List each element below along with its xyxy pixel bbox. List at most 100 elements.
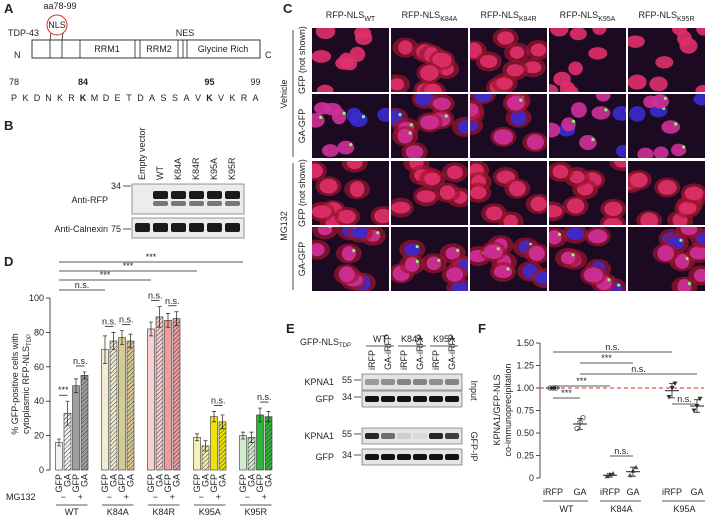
nucleus — [493, 265, 513, 279]
error-bar — [166, 313, 170, 328]
micrograph — [628, 227, 705, 291]
error-bar — [550, 386, 556, 390]
micrograph — [549, 94, 626, 158]
treatment-sign: + — [216, 492, 221, 502]
residue: K — [22, 93, 28, 103]
bar-label: GFP — [209, 474, 219, 493]
ga-aggregate — [519, 98, 523, 102]
nucleus — [424, 83, 442, 92]
residue: D — [137, 93, 144, 103]
residue: V — [218, 93, 224, 103]
residue-number: 95 — [204, 77, 214, 87]
micrograph — [470, 161, 547, 225]
ga-aggregate — [663, 96, 667, 100]
header-base: RFP-NLS — [638, 10, 677, 20]
treatment-sign: + — [262, 492, 267, 502]
comparison-label: *** — [100, 270, 111, 280]
lane-label: WT — [155, 166, 165, 180]
nucleus — [426, 256, 442, 271]
band — [189, 201, 204, 206]
comparison-label: n.s. — [631, 364, 646, 374]
bar — [193, 437, 201, 471]
nucleus — [338, 266, 355, 283]
band — [365, 454, 379, 460]
panel-letter: F — [478, 321, 486, 336]
nucleus — [377, 107, 389, 122]
residue-number: 84 — [78, 77, 88, 87]
band — [135, 223, 150, 232]
y-tick-label: 100 — [29, 293, 44, 303]
group-label: WT — [560, 504, 574, 514]
error-bar — [65, 400, 70, 426]
residue-number: 99 — [250, 77, 260, 87]
error-bar — [577, 418, 583, 430]
micrograph — [312, 161, 389, 225]
micrograph — [312, 227, 389, 291]
mw-marker: 34 — [342, 450, 352, 460]
header-base: RFP-NLS — [402, 10, 441, 20]
micrograph — [391, 227, 468, 291]
nucleus — [349, 46, 366, 62]
nucleus — [391, 201, 411, 214]
header-sub: K84R — [519, 16, 537, 23]
lane-label: GA-iRFP — [415, 334, 425, 370]
nucleus — [564, 85, 579, 92]
error-bar — [258, 407, 262, 423]
nucleus — [312, 243, 325, 257]
residue: S — [172, 93, 178, 103]
band — [445, 379, 459, 385]
nucleus — [432, 97, 451, 111]
comparison-label: *** — [601, 353, 612, 363]
nucleus — [317, 227, 333, 236]
comparison-label: n.s. — [119, 315, 134, 325]
band — [189, 223, 204, 232]
comparison-label: *** — [146, 252, 157, 262]
column-header: RFP-NLSWT — [326, 10, 376, 23]
error-bar — [203, 440, 208, 452]
x-tick-label: WT — [65, 507, 79, 517]
group-label: K84A — [401, 334, 423, 344]
comparison-label: *** — [576, 376, 587, 386]
bar-label: GFP — [71, 474, 81, 493]
band — [153, 191, 168, 199]
nucleus — [419, 65, 439, 81]
mw-marker: 34 — [342, 392, 352, 402]
error-bar — [149, 321, 153, 337]
error-bar — [111, 332, 116, 350]
nucleus — [530, 196, 547, 212]
bar-label: GA — [109, 474, 119, 487]
band — [397, 379, 411, 385]
band — [429, 396, 443, 402]
nucleus — [312, 205, 332, 219]
nucleus — [603, 217, 623, 225]
nucleus — [583, 267, 604, 283]
residue: T — [126, 93, 132, 103]
micrograph — [628, 94, 705, 158]
nucleus — [470, 42, 482, 59]
bar — [147, 328, 155, 471]
nucleus — [549, 230, 562, 245]
micrograph — [549, 28, 626, 92]
blot — [361, 427, 463, 445]
motif-label: NLS — [48, 20, 66, 30]
nucleus — [561, 117, 576, 132]
ga-aggregate — [617, 283, 621, 287]
y-tick-label: 1.00 — [516, 383, 534, 393]
nucleus — [680, 227, 698, 236]
band — [225, 191, 240, 199]
nucleus — [319, 178, 338, 194]
bar-label: GA — [201, 474, 211, 487]
y-tick-label: 40 — [34, 396, 44, 406]
panel-letter: B — [4, 118, 13, 133]
comparison-label: n.s. — [148, 291, 163, 301]
band — [171, 201, 186, 206]
ga-aggregate — [361, 115, 366, 119]
bar — [256, 414, 264, 471]
group-label: K95A — [673, 504, 695, 514]
construct-label: GFP-NLSTDP — [300, 337, 351, 349]
nucleus — [595, 94, 611, 102]
x-tick-label: K95R — [244, 507, 267, 517]
residue: P — [11, 93, 17, 103]
micrograph — [470, 227, 547, 291]
blot — [131, 183, 245, 215]
